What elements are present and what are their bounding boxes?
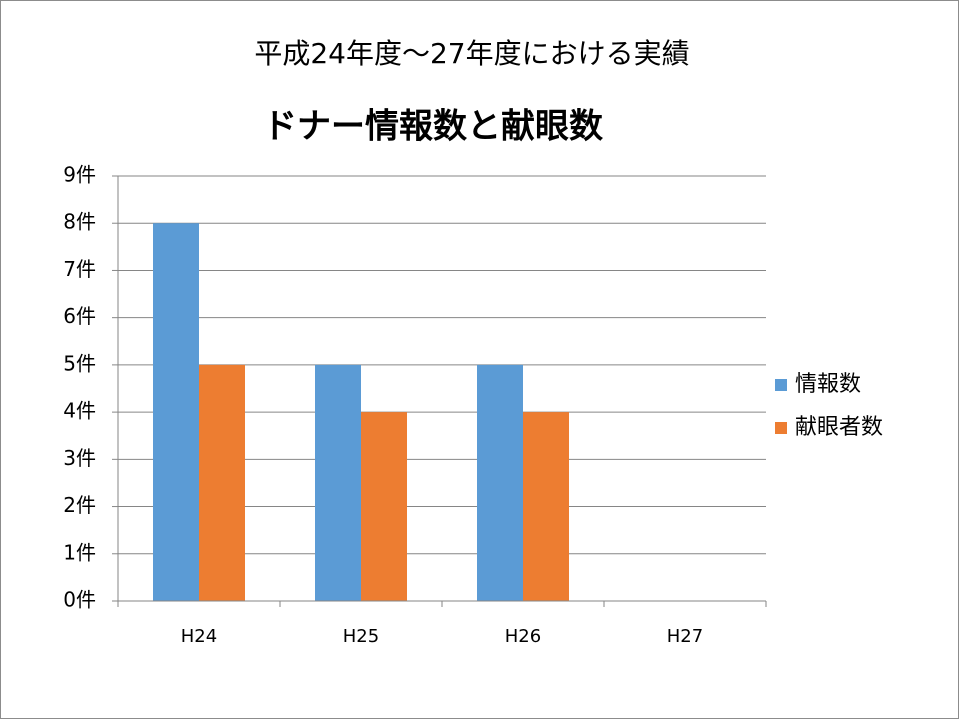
bar (477, 364, 523, 601)
y-tick-label: 6件 (63, 304, 96, 328)
x-tick-label: H25 (343, 626, 379, 647)
bar (153, 223, 199, 601)
legend-label: 情報数 (795, 372, 861, 397)
x-tick-label: H24 (181, 626, 217, 647)
y-tick-label: 4件 (63, 399, 96, 423)
bar (315, 364, 361, 601)
y-tick-label: 5件 (63, 351, 96, 375)
y-tick-label: 0件 (63, 588, 96, 612)
legend-swatch (775, 379, 787, 391)
bar (199, 364, 245, 601)
y-tick-label: 2件 (63, 493, 96, 517)
bar (361, 412, 407, 601)
chart-subtitle: ドナー情報数と献眼数 (263, 107, 603, 147)
y-tick-label: 1件 (63, 540, 96, 564)
y-tick-label: 8件 (63, 210, 96, 234)
legend-label: 献眼者数 (795, 415, 883, 440)
y-tick-label: 9件 (63, 163, 96, 187)
bar (523, 412, 569, 601)
legend-swatch (775, 422, 787, 434)
y-tick-label: 3件 (63, 446, 96, 470)
chart-title: 平成24年度～27年度における実績 (254, 37, 689, 70)
y-tick-label: 7件 (63, 257, 96, 281)
x-tick-label: H27 (667, 626, 703, 647)
x-tick-label: H26 (505, 626, 541, 647)
